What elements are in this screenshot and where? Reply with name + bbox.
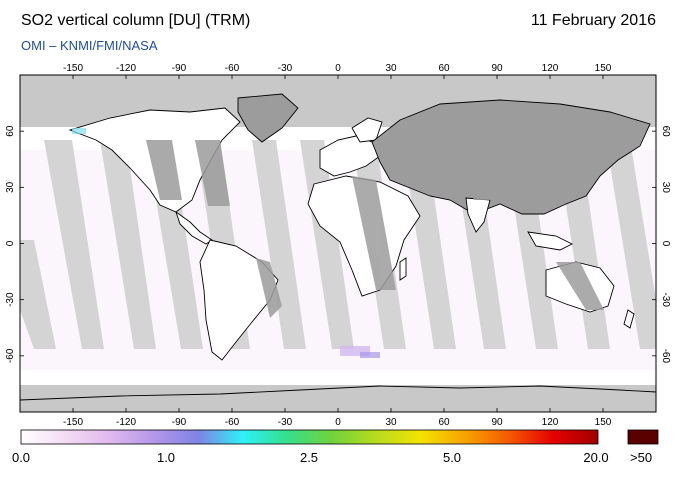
tick-label: 30 [660,182,671,194]
tick-label: 60 [438,63,450,74]
lat-ticks-left: 60 30 0 -30 -60 [5,125,24,363]
tick-label: -90 [172,417,187,428]
tick-label: -120 [116,417,136,428]
tick-label: 120 [542,63,559,74]
madagascar [399,257,407,281]
europe [319,135,381,177]
swath-gaps-over-land [146,140,604,318]
colorbar-label: 5.0 [442,450,462,465]
swath-gap-land [556,262,604,310]
colorbar-over-label: >50 [630,450,653,465]
tick-label: 60 [5,125,16,137]
tick-label: 150 [595,417,612,428]
swath-gap-land [146,140,182,200]
antarctica [20,385,656,412]
tick-label: 30 [385,63,397,74]
tick-label: -30 [278,417,293,428]
southeast-asia-islands [527,231,574,251]
lon-ticks-top: -150 -120 -90 -60 -30 0 30 60 90 120 150 [63,63,612,79]
tick-label: 150 [595,63,612,74]
new-zealand [623,309,635,329]
swath-gap [606,140,656,349]
swath-gap [20,240,56,349]
colorbar-label: 0.0 [11,450,31,465]
swath-gap [252,140,306,349]
greenland [237,93,299,143]
tick-label: 120 [542,417,559,428]
colorbar-label: 20.0 [583,450,609,465]
swath-gap-land [352,176,396,290]
tick-label: 0 [335,417,341,428]
swath-gap [402,140,456,349]
tick-label: 0 [335,63,341,74]
scandinavia [351,117,383,143]
tick-label: -30 [660,292,671,307]
so2-detections [72,128,380,358]
tick-label: 60 [660,126,671,138]
so2-spot [360,352,380,358]
data-source: OMI – KNMI/FMI/NASA [21,38,158,53]
swath-gap-land [452,150,494,200]
tick-label: -60 [5,348,16,363]
tick-label: -90 [172,63,187,74]
swath-gap [100,140,156,349]
tick-label: 0 [660,241,671,247]
colorbar-label: 1.0 [156,450,176,465]
so2-spot [340,346,370,356]
asia [371,99,651,215]
swath-gap-land [256,258,282,318]
tick-label: -120 [116,63,136,74]
map-date: 11 February 2016 [530,12,656,29]
tick-label: 60 [438,417,450,428]
tick-label: 30 [385,417,397,428]
swath-gap [44,140,104,349]
tick-label: -60 [225,417,240,428]
tick-label: -150 [63,63,83,74]
tick-label: 90 [491,63,503,74]
tick-label: 30 [5,181,16,193]
lat-ticks-right: 60 30 0 -30 -60 [652,126,671,364]
colorbar [20,429,599,445]
lon-ticks-bottom: -150 -120 -90 -60 -30 0 30 60 90 120 150 [63,408,612,428]
tick-label: -30 [278,63,293,74]
tick-label: 0 [5,240,16,246]
swath-gap-land [195,140,230,206]
so2-spot [72,128,86,134]
colorbar-label: 2.5 [299,450,319,465]
tick-label: -30 [5,292,16,307]
tick-label: -60 [660,349,671,364]
tick-label: -150 [63,417,83,428]
colorbar-over-swatch [627,429,659,445]
tick-label: 90 [491,417,503,428]
map-title: SO2 vertical column [DU] (TRM) [21,12,251,29]
map-panel [20,75,656,412]
tick-label: -60 [225,63,240,74]
